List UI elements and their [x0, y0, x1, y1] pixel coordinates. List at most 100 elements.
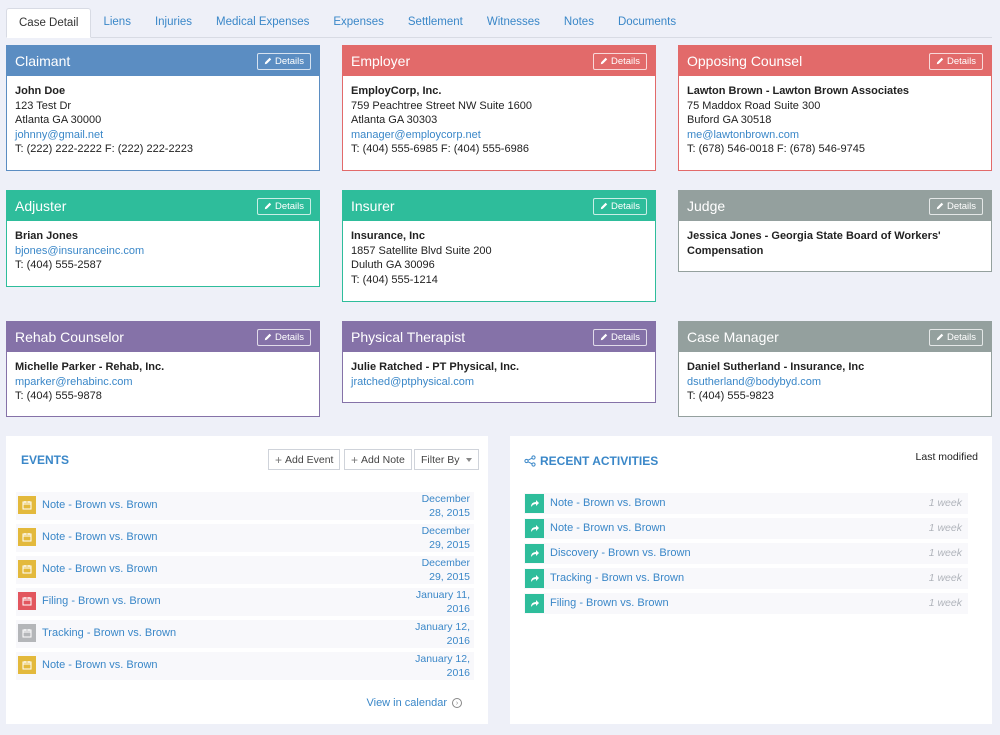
event-label[interactable]: Note - Brown vs. Brown [42, 563, 158, 575]
event-date: January 12, 2016 [415, 653, 470, 679]
tab-case-detail[interactable]: Case Detail [6, 8, 92, 38]
details-label: Details [946, 331, 976, 343]
details-label: Details [610, 55, 640, 67]
activity-label[interactable]: Tracking - Brown vs. Brown [550, 572, 685, 584]
tab-documents[interactable]: Documents [617, 16, 677, 28]
event-row[interactable]: Note - Brown vs. Brown December 28, 2015 [16, 492, 474, 520]
email-link[interactable]: bjones@insuranceinc.com [15, 244, 145, 257]
activity-row[interactable]: Discovery - Brown vs. Brown 1 week [524, 543, 968, 564]
calendar-icon [18, 656, 36, 674]
event-row[interactable]: Note - Brown vs. Brown January 12, 2016 [16, 652, 474, 680]
event-label[interactable]: Note - Brown vs. Brown [42, 659, 158, 671]
email-link[interactable]: manager@employcorp.net [351, 128, 481, 141]
details-button[interactable]: Details [928, 52, 983, 70]
details-button[interactable]: Details [592, 197, 647, 215]
tab-injuries[interactable]: Injuries [154, 16, 193, 28]
pencil-icon [936, 57, 944, 65]
event-row[interactable]: Note - Brown vs. Brown December 29, 2015 [16, 524, 474, 552]
share-arrow-icon [525, 569, 544, 588]
address-line: 123 Test Dr [15, 99, 72, 112]
event-row[interactable]: Note - Brown vs. Brown December 29, 2015 [16, 556, 474, 584]
details-button[interactable]: Details [256, 52, 311, 70]
activity-row[interactable]: Tracking - Brown vs. Brown 1 week [524, 568, 968, 589]
card-body: Jessica Jones - Georgia State Board of W… [679, 221, 991, 266]
event-label[interactable]: Note - Brown vs. Brown [42, 531, 158, 543]
card-body: Julie Ratched - PT Physical, Inc. jratch… [343, 352, 655, 397]
email-link[interactable]: mparker@rehabinc.com [15, 375, 133, 388]
details-button[interactable]: Details [256, 328, 311, 346]
details-button[interactable]: Details [256, 197, 311, 215]
pencil-icon [264, 57, 272, 65]
contact-name: Lawton Brown - Lawton Brown Associates [687, 85, 910, 97]
address-line: Atlanta GA 30000 [15, 114, 102, 126]
event-date: January 12, 2016 [415, 621, 470, 647]
tab-liens[interactable]: Liens [103, 16, 131, 28]
claimant-card: Claimant Details John Doe 123 Test Dr At… [6, 45, 320, 171]
phone-line: T: (404) 555-9823 [687, 390, 774, 402]
email-link[interactable]: dsutherland@bodybyd.com [687, 375, 822, 388]
activity-label[interactable]: Discovery - Brown vs. Brown [550, 547, 691, 559]
add-event-button[interactable]: + Add Event [268, 449, 341, 470]
event-label[interactable]: Note - Brown vs. Brown [42, 499, 158, 511]
card-title: Case Manager [687, 329, 779, 345]
pencil-icon [264, 333, 272, 341]
event-date: December 29, 2015 [421, 557, 470, 583]
tab-witnesses[interactable]: Witnesses [486, 16, 540, 28]
card-header: Judge Details [679, 191, 991, 221]
details-button[interactable]: Details [928, 328, 983, 346]
email-link[interactable]: jratched@ptphysical.com [351, 375, 475, 388]
activity-row[interactable]: Note - Brown vs. Brown 1 week [524, 518, 968, 539]
card-header: Case Manager Details [679, 322, 991, 352]
filter-by-dropdown[interactable]: Filter By [414, 449, 479, 470]
card-header: Insurer Details [343, 191, 655, 221]
activity-label[interactable]: Filing - Brown vs. Brown [550, 597, 669, 609]
card-title: Insurer [351, 198, 395, 214]
contact-name: Julie Ratched - PT Physical, Inc. [351, 361, 520, 373]
activity-label[interactable]: Note - Brown vs. Brown [550, 522, 666, 534]
details-button[interactable]: Details [928, 197, 983, 215]
tab-medical-expenses[interactable]: Medical Expenses [216, 16, 310, 28]
details-label: Details [274, 200, 304, 212]
event-label[interactable]: Tracking - Brown vs. Brown [42, 627, 177, 639]
opposing-counsel-card: Opposing Counsel Details Lawton Brown - … [678, 45, 992, 171]
view-calendar-label: View in calendar [366, 697, 447, 709]
contact-name: Jessica Jones - Georgia State Board of W… [687, 230, 941, 257]
phone-line: T: (404) 555-9878 [15, 390, 102, 402]
tab-expenses[interactable]: Expenses [333, 16, 384, 28]
activity-row[interactable]: Filing - Brown vs. Brown 1 week [524, 593, 968, 614]
phone-line: T: (404) 555-1214 [351, 273, 438, 286]
activity-time: 1 week [928, 597, 962, 609]
recent-activities-title: RECENT ACTIVITIES [540, 454, 659, 468]
card-title: Adjuster [15, 198, 67, 214]
phone-line: T: (222) 222-2222 F: (222) 222-2223 [15, 143, 193, 155]
filter-by-label: Filter By [421, 453, 460, 466]
add-note-label: Add Note [361, 453, 405, 466]
contact-name: Brian Jones [15, 230, 78, 242]
event-row[interactable]: Tracking - Brown vs. Brown January 12, 20… [16, 620, 474, 648]
event-label[interactable]: Filing - Brown vs. Brown [42, 595, 161, 607]
event-date: December 29, 2015 [421, 525, 470, 551]
address-line: Atlanta GA 30303 [351, 114, 438, 126]
card-body: Brian Jones bjones@insuranceinc.com T: (… [7, 221, 319, 281]
email-link[interactable]: me@lawtonbrown.com [687, 128, 800, 141]
contact-name: Michelle Parker - Rehab, Inc. [15, 361, 165, 373]
details-label: Details [274, 55, 304, 67]
card-header: Employer Details [343, 46, 655, 76]
case-manager-card: Case Manager Details Daniel Sutherland -… [678, 321, 992, 417]
add-note-button[interactable]: + Add Note [344, 449, 412, 470]
tab-notes[interactable]: Notes [563, 16, 594, 28]
view-in-calendar-link[interactable]: View in calendar › [366, 697, 462, 709]
judge-card: Judge Details Jessica Jones - Georgia St… [678, 190, 992, 272]
email-link[interactable]: johnny@gmail.net [15, 128, 104, 141]
calendar-icon [18, 560, 36, 578]
tab-settlement[interactable]: Settlement [407, 16, 463, 28]
share-arrow-icon [525, 594, 544, 613]
activity-row[interactable]: Note - Brown vs. Brown 1 week [524, 493, 968, 514]
event-row[interactable]: Filing - Brown vs. Brown January 11, 2016 [16, 588, 474, 616]
card-body: EmployCorp, Inc. 759 Peachtree Street NW… [343, 76, 655, 165]
phone-line: T: (404) 555-2587 [15, 259, 102, 271]
event-date: January 11, 2016 [415, 589, 470, 615]
activity-label[interactable]: Note - Brown vs. Brown [550, 497, 666, 509]
details-button[interactable]: Details [592, 328, 647, 346]
details-button[interactable]: Details [592, 52, 647, 70]
